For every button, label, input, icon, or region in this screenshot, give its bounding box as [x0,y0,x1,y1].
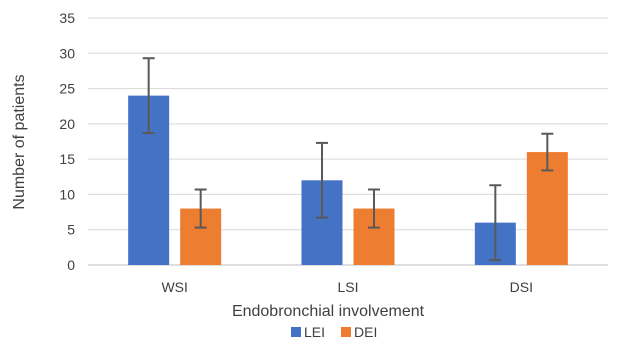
gridlines [88,17,608,266]
y-tick-label: 10 [59,186,75,202]
x-tick-label: WSI [161,279,187,295]
legend-swatch-lei [291,327,301,337]
y-tick-label: 25 [59,81,75,97]
y-tick-labels: 0 5 10 15 20 25 30 35 [59,10,75,273]
legend: LEI DEI [291,324,377,340]
y-tick-label: 5 [67,222,75,238]
y-tick-label: 35 [59,10,75,26]
x-axis-title: Endobronchial involvement [232,303,425,320]
y-axis-title: Number of patients [11,74,28,209]
x-tick-labels: WSI LSI DSI [161,279,533,295]
x-tick-label: DSI [510,279,533,295]
legend-label-lei: LEI [304,324,325,340]
legend-swatch-dei [341,327,351,337]
y-tick-label: 30 [59,45,75,61]
x-tick-label: LSI [337,279,358,295]
y-tick-label: 20 [59,116,75,132]
error-bars [142,57,554,262]
legend-label-dei: DEI [354,324,377,340]
bars [128,95,568,265]
y-tick-label: 0 [67,257,75,273]
y-tick-label: 15 [59,151,75,167]
